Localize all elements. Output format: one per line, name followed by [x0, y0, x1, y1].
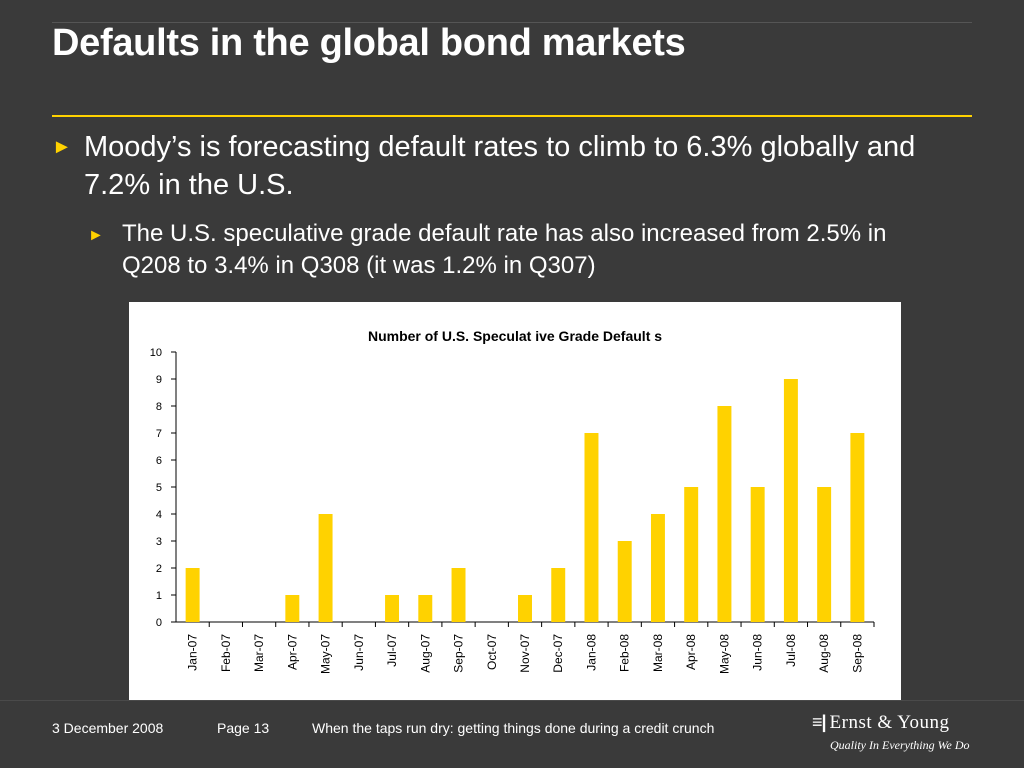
- bar-Jul-08: [783, 379, 798, 622]
- x-tick-label: Jan-08: [584, 634, 598, 671]
- x-tick-label: Jun-07: [352, 634, 366, 671]
- x-tick-label: Apr-07: [285, 634, 299, 670]
- y-tick-label: 7: [156, 428, 162, 440]
- bullet-level-1: ► Moody’s is forecasting default rates t…: [52, 128, 952, 204]
- bar-Aug-07: [418, 595, 433, 622]
- bar-Dec-07: [551, 568, 566, 622]
- x-tick-label: May-08: [717, 634, 731, 674]
- x-tick-label: Aug-08: [817, 634, 831, 673]
- chart-bars: [185, 379, 865, 622]
- bar-Mar-08: [650, 514, 665, 622]
- bar-Feb-08: [617, 541, 632, 622]
- chart-axes: [171, 351, 875, 627]
- x-tick-label: Sep-07: [452, 634, 466, 673]
- bar-Sep-07: [451, 568, 466, 622]
- footer-divider: [0, 700, 1024, 701]
- y-tick-label: 0: [156, 617, 162, 629]
- y-tick-label: 3: [156, 536, 162, 548]
- chart-tick-labels: 0 1 2 3 4 5 6 7 8 9 10 Jan-07 Feb-07 Mar-07 Apr-07 May-…: [150, 347, 865, 674]
- x-tick-label: Oct-07: [485, 634, 499, 670]
- bar-Aug-08: [817, 487, 832, 622]
- y-tick-label: 4: [156, 509, 162, 521]
- footer-subject: When the taps run dry: getting things do…: [312, 720, 715, 736]
- logo-name: Ernst & Young: [829, 712, 950, 733]
- x-tick-label: May-07: [319, 634, 333, 674]
- y-tick-label: 5: [156, 482, 162, 494]
- y-tick-label: 10: [150, 347, 162, 359]
- bar-Jan-08: [584, 433, 599, 622]
- bullet-arrow-icon: ►: [88, 227, 104, 244]
- x-tick-label: Sep-08: [850, 634, 864, 673]
- y-tick-label: 2: [156, 563, 162, 575]
- defaults-bar-chart: Number of U.S. Speculat ive Grade Defaul…: [129, 302, 901, 700]
- bar-Jun-08: [750, 487, 765, 622]
- x-tick-label: Jul-07: [385, 634, 399, 667]
- bullet-arrow-icon: ►: [52, 136, 72, 158]
- chart-svg: Number of U.S. Speculat ive Grade Defaul…: [150, 328, 875, 674]
- bar-Apr-07: [285, 595, 300, 622]
- x-tick-label: Mar-07: [252, 634, 266, 672]
- bar-Jul-07: [385, 595, 400, 622]
- y-tick-label: 1: [156, 590, 162, 602]
- logo-tagline: Quality In Everything We Do: [830, 738, 970, 752]
- bar-May-07: [318, 514, 333, 622]
- slide-title: Defaults in the global bond markets: [52, 22, 686, 64]
- x-tick-label: Jun-08: [751, 634, 765, 671]
- ernst-young-logo: ≡| Ernst & Young: [812, 712, 950, 734]
- y-tick-label: 6: [156, 455, 162, 467]
- y-tick-label: 9: [156, 374, 162, 386]
- x-tick-label: Dec-07: [551, 634, 565, 673]
- bullet-text: The U.S. speculative grade default rate …: [122, 220, 887, 279]
- footer-page-number: Page 13: [217, 720, 270, 736]
- bullet-text: Moody’s is forecasting default rates to …: [84, 131, 916, 201]
- x-tick-label: Apr-08: [684, 634, 698, 670]
- x-tick-label: Feb-08: [618, 634, 632, 672]
- bullet-level-2: ► The U.S. speculative grade default rat…: [88, 218, 948, 282]
- x-tick-label: Jan-07: [186, 634, 200, 671]
- x-tick-label: Nov-07: [518, 634, 532, 673]
- x-tick-label: Feb-07: [219, 634, 233, 672]
- bar-Nov-07: [518, 595, 532, 622]
- x-tick-label: Mar-08: [651, 634, 665, 672]
- x-tick-label: Jul-08: [784, 634, 798, 667]
- title-underline: [52, 115, 972, 117]
- top-divider: [52, 22, 972, 23]
- x-tick-label: Aug-07: [418, 634, 432, 673]
- bar-Apr-08: [684, 487, 699, 622]
- footer-date: 3 December 2008: [52, 720, 164, 736]
- y-tick-label: 8: [156, 401, 162, 413]
- chart-title: Number of U.S. Speculat ive Grade Defaul…: [368, 328, 662, 344]
- bar-May-08: [717, 406, 732, 622]
- bar-Sep-08: [850, 433, 865, 622]
- ey-logo-mark-icon: ≡|: [812, 712, 827, 732]
- bar-Jan-07: [185, 568, 200, 622]
